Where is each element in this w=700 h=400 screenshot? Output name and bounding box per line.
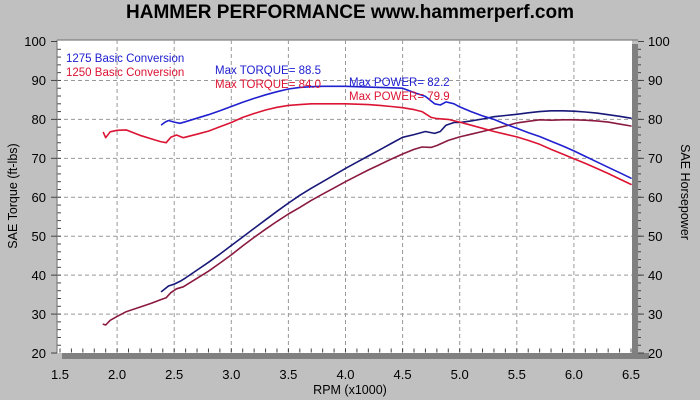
torque-curve-1275	[160, 85, 632, 179]
gridlines	[57, 40, 632, 353]
x-axis-tick-label: 4.5	[393, 367, 412, 382]
legend-run-label-1275: 1275 Basic Conversion	[66, 53, 185, 65]
y-axis-left-tick-label: 90	[31, 72, 46, 88]
legend-run-label-1250: 1250 Basic Conversion	[66, 67, 185, 79]
tick-marks	[51, 41, 644, 354]
x-axis-tick-label: 1.5	[50, 367, 70, 382]
x-axis-tick-label: 6.0	[564, 367, 583, 382]
y-axis-left-tick-label: 80	[31, 111, 46, 127]
torque-curve-1250	[102, 103, 632, 186]
legend-max-power-1250: Max POWER= 79.9	[349, 91, 450, 103]
y-axis-left-tick-label: 40	[31, 267, 46, 283]
legend-row-1250: 1250 Basic Conversion Max TORQUE= 84.0 M…	[66, 55, 626, 103]
y-axis-left-tick-label: 70	[31, 150, 46, 166]
y-axis-right-tick-label: 100	[648, 34, 670, 49]
x-axis-title: RPM (x1000)	[313, 383, 387, 397]
x-axis-tick-label: 2.5	[165, 367, 184, 382]
y-axis-left-tick-label: 20	[31, 345, 46, 361]
y-axis-right-tick-label: 70	[648, 150, 663, 166]
bottom-border-bar	[62, 353, 649, 359]
x-axis-tick-label: 5.0	[450, 367, 469, 382]
y-axis-right-tick-label: 20	[648, 345, 663, 361]
x-axis-tick-label: 4.0	[336, 367, 355, 382]
right-border-bar	[632, 44, 638, 359]
y-axis-left-tick-label: 50	[31, 228, 46, 244]
x-axis-tick-label: 3.5	[279, 367, 298, 382]
x-axis-tick-label: 3.0	[222, 367, 241, 382]
y-axis-right-tick-label: 40	[648, 267, 663, 283]
y-axis-right-tick-label: 80	[648, 111, 663, 127]
y-axis-right-tick-label: 60	[648, 189, 663, 205]
chart-title: HAMMER PERFORMANCE www.hammerperf.com	[126, 2, 574, 23]
legend-row-1275: 1275 Basic Conversion Max TORQUE= 88.5 M…	[66, 41, 626, 89]
y-axis-left-tick-label: 30	[31, 306, 46, 322]
x-axis-tick-label: 6.5	[621, 367, 641, 382]
x-axis-tick-label: 5.5	[507, 367, 526, 382]
y-axis-left-tick-label: 60	[31, 189, 46, 205]
power-curve-1275	[160, 110, 632, 293]
y-axis-right-tick-label: 30	[648, 306, 663, 322]
power-curve-1250	[102, 119, 632, 326]
legend-max-torque-1250: Max TORQUE= 84.0	[215, 79, 321, 91]
x-axis-tick-label: 2.0	[108, 367, 127, 382]
plot-background	[57, 40, 632, 353]
legend-max-torque-1275: Max TORQUE= 88.5	[215, 65, 321, 77]
y-axis-left-tick-label: 100	[24, 34, 46, 49]
legend-max-power-1275: Max POWER= 82.2	[349, 77, 450, 89]
y-axis-right-tick-label: 50	[648, 228, 663, 244]
y-axis-right-tick-label: 90	[648, 72, 663, 88]
